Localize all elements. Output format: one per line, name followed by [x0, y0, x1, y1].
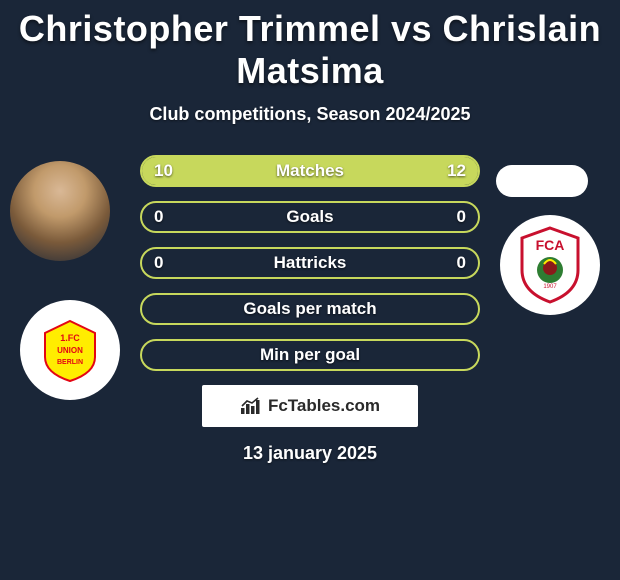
fc-augsburg-logo-icon: FCA 1907 [516, 226, 584, 304]
svg-text:1.FC: 1.FC [60, 333, 80, 343]
union-berlin-logo-icon: 1.FC UNION BERLIN [35, 315, 105, 385]
stat-row-hattricks: 0 Hattricks 0 [140, 247, 480, 279]
svg-text:BERLIN: BERLIN [57, 359, 83, 366]
stat-label: Hattricks [202, 253, 418, 273]
stat-row-goals: 0 Goals 0 [140, 201, 480, 233]
comparison-panel: 1.FC UNION BERLIN FCA 1907 10 Matches 12 [0, 155, 620, 464]
stat-label: Min per goal [202, 345, 418, 365]
stat-value-right: 0 [418, 253, 478, 273]
svg-text:1907: 1907 [543, 284, 557, 290]
stat-value-left: 0 [142, 253, 202, 273]
bar-chart-icon [240, 397, 262, 415]
stat-row-goals-per-match: Goals per match [140, 293, 480, 325]
page-title: Christopher Trimmel vs Chrislain Matsima [0, 0, 620, 92]
date-label: 13 january 2025 [10, 443, 610, 464]
club-badge-left: 1.FC UNION BERLIN [20, 300, 120, 400]
branding-text: FcTables.com [268, 396, 380, 416]
stat-value-right: 12 [418, 161, 478, 181]
player-photo-right-placeholder [496, 165, 588, 197]
stat-label: Matches [202, 161, 418, 181]
subtitle: Club competitions, Season 2024/2025 [0, 104, 620, 125]
stat-row-min-per-goal: Min per goal [140, 339, 480, 371]
stat-value-right: 0 [418, 207, 478, 227]
stats-bars: 10 Matches 12 0 Goals 0 0 Hattricks 0 Go… [140, 155, 480, 371]
club-badge-right: FCA 1907 [500, 215, 600, 315]
svg-text:FCA: FCA [536, 237, 565, 253]
stat-value-left: 0 [142, 207, 202, 227]
branding-badge: FcTables.com [202, 385, 418, 427]
stat-label: Goals per match [202, 299, 418, 319]
svg-text:UNION: UNION [57, 346, 83, 355]
stat-row-matches: 10 Matches 12 [140, 155, 480, 187]
stat-label: Goals [202, 207, 418, 227]
stat-value-left: 10 [142, 161, 202, 181]
player-photo-left [10, 161, 110, 261]
